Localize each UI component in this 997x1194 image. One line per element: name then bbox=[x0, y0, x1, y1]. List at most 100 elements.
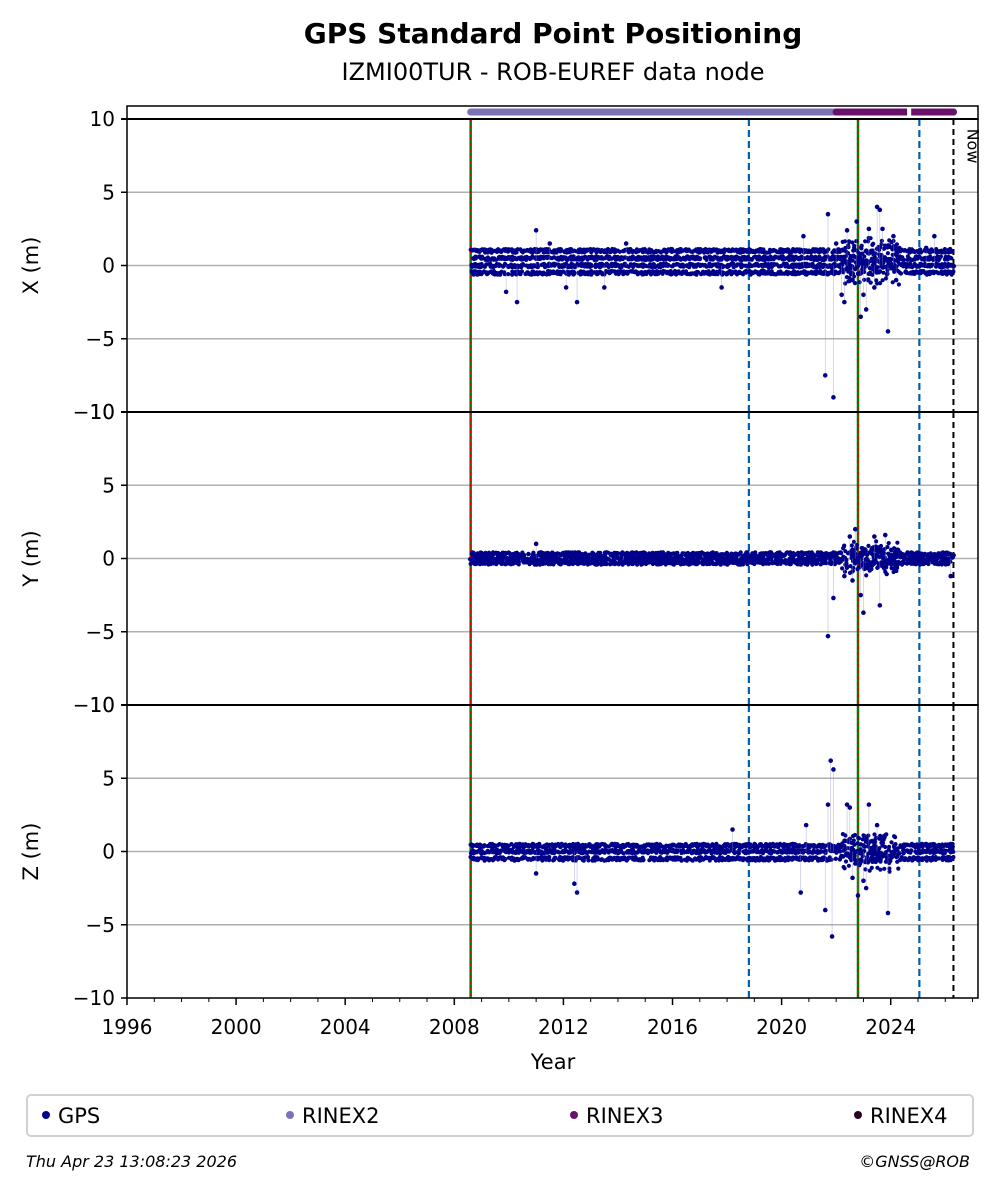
gps-point bbox=[870, 248, 875, 253]
gps-point bbox=[866, 226, 872, 232]
gps-point bbox=[535, 264, 541, 270]
gps-point bbox=[849, 543, 854, 548]
gps-point bbox=[898, 271, 904, 276]
gps-point bbox=[739, 262, 744, 267]
gps-point bbox=[842, 573, 847, 579]
gps-point bbox=[862, 254, 867, 259]
gps-point bbox=[839, 292, 844, 298]
gps-point bbox=[926, 561, 931, 567]
gps-point bbox=[874, 539, 879, 544]
gps-point bbox=[901, 257, 907, 262]
gps-point bbox=[869, 548, 875, 553]
gps-point bbox=[857, 280, 862, 285]
gps-point bbox=[621, 851, 626, 856]
gps-point bbox=[847, 275, 852, 280]
gps-point bbox=[951, 270, 956, 275]
gps-point bbox=[831, 395, 836, 400]
gps-point bbox=[666, 263, 671, 268]
gps-point bbox=[930, 262, 935, 267]
gps-point bbox=[891, 233, 896, 239]
gps-point bbox=[880, 226, 885, 232]
gps-point bbox=[882, 555, 887, 560]
gps-point bbox=[745, 550, 750, 555]
gps-point bbox=[885, 329, 891, 334]
gps-point bbox=[846, 245, 851, 250]
gps-point bbox=[895, 540, 900, 545]
gps-point bbox=[850, 264, 855, 269]
gps-point bbox=[885, 268, 890, 273]
gps-point bbox=[586, 858, 591, 863]
gps-point bbox=[882, 551, 887, 556]
gps-point bbox=[723, 248, 728, 253]
y-tick-label: 5 bbox=[102, 473, 115, 497]
gps-point bbox=[617, 249, 622, 254]
gps-point bbox=[894, 555, 899, 560]
gps-point bbox=[866, 543, 871, 549]
gps-point bbox=[522, 552, 527, 558]
gps-point bbox=[885, 251, 891, 256]
gps-point bbox=[951, 264, 957, 269]
gps-point bbox=[844, 557, 849, 563]
gps-point bbox=[866, 558, 871, 563]
gps-point bbox=[580, 261, 585, 266]
gps-point bbox=[696, 560, 702, 565]
y-tick-label: 10 bbox=[90, 400, 115, 424]
gps-point bbox=[869, 567, 874, 572]
y-tick-label: −10 bbox=[73, 693, 115, 717]
y-tick-label: −10 bbox=[73, 400, 115, 424]
gps-point bbox=[647, 560, 652, 565]
gps-point bbox=[707, 858, 712, 863]
gps-point bbox=[704, 264, 709, 269]
chart: GPS Standard Point Positioning IZMI00TUR… bbox=[19, 17, 982, 1074]
gps-point bbox=[654, 555, 659, 560]
gps-point bbox=[884, 571, 889, 577]
gps-point bbox=[890, 280, 895, 285]
gps-point bbox=[850, 568, 856, 574]
gps-point bbox=[679, 858, 684, 863]
gps-point bbox=[874, 278, 879, 283]
gps-points bbox=[467, 539, 956, 578]
y-tick-label: 0 bbox=[102, 547, 115, 571]
gps-point bbox=[547, 854, 552, 860]
gps-point bbox=[951, 553, 956, 558]
gps-point bbox=[604, 561, 610, 566]
gps-point bbox=[884, 272, 890, 277]
gps-point bbox=[880, 278, 885, 283]
gps-point bbox=[894, 242, 900, 247]
gps-point bbox=[870, 272, 875, 277]
gps-point bbox=[850, 277, 855, 283]
gps-point bbox=[850, 240, 855, 245]
gps-point bbox=[862, 269, 867, 274]
gps-point bbox=[623, 241, 629, 246]
gps-point bbox=[663, 561, 668, 566]
gps-point bbox=[805, 255, 810, 260]
gps-point bbox=[862, 277, 867, 282]
gps-point bbox=[887, 244, 892, 249]
gps-point bbox=[613, 561, 618, 566]
gps-point bbox=[894, 264, 899, 269]
gps-point bbox=[842, 239, 848, 244]
gps-point bbox=[893, 559, 898, 564]
gps-point bbox=[842, 543, 847, 548]
gps-point bbox=[831, 595, 836, 601]
gps-point bbox=[589, 263, 594, 268]
gps-point bbox=[868, 280, 873, 285]
gps-points bbox=[468, 832, 956, 874]
gps-point bbox=[769, 556, 774, 562]
gps-point bbox=[872, 285, 877, 290]
gps-point bbox=[877, 603, 883, 608]
gps-point bbox=[938, 254, 944, 259]
gps-points bbox=[468, 235, 957, 287]
gps-point bbox=[784, 261, 789, 266]
gps-point bbox=[838, 550, 843, 555]
gps-point bbox=[533, 228, 539, 233]
gps-point bbox=[602, 285, 607, 290]
gps-point bbox=[850, 258, 855, 263]
gps-point bbox=[482, 843, 487, 848]
gps-point bbox=[547, 241, 553, 246]
gps-point bbox=[553, 855, 558, 861]
gps-point bbox=[572, 271, 577, 277]
gps-point bbox=[842, 299, 847, 305]
gps-point bbox=[879, 238, 885, 243]
